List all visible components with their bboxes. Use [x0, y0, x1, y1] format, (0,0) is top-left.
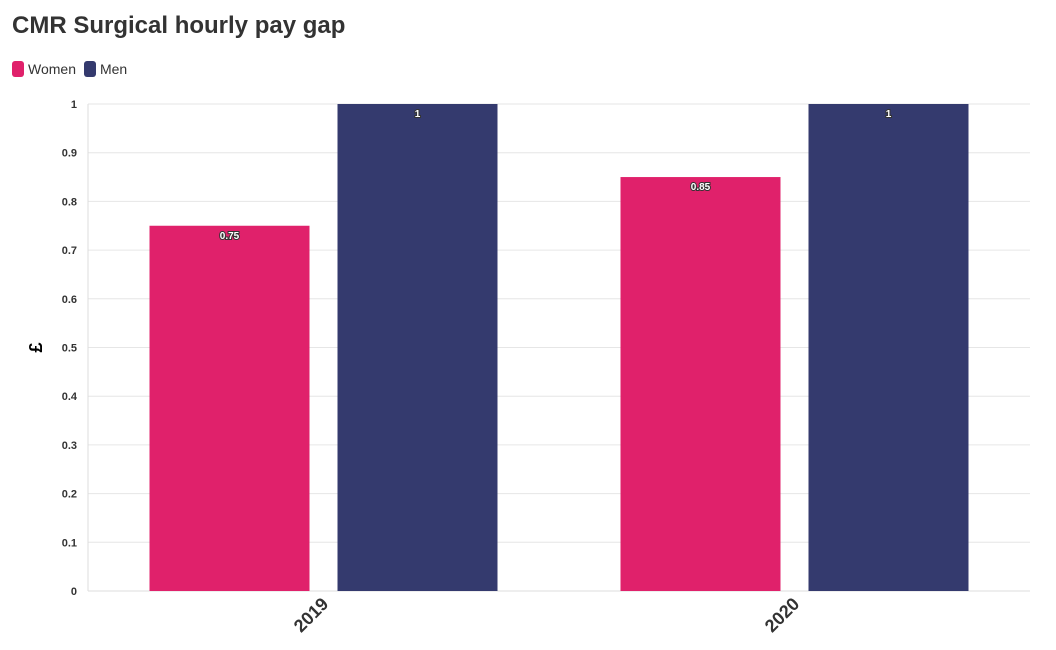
bar-women-2019 [149, 225, 310, 591]
x-tick-label: 2019 [290, 594, 332, 636]
y-tick-label: 0.7 [62, 245, 77, 257]
legend-item-women[interactable]: Women [12, 61, 76, 77]
legend: Women Men [12, 61, 135, 77]
legend-swatch-women [12, 61, 24, 77]
bar-men-2020 [808, 104, 969, 591]
chart-title: CMR Surgical hourly pay gap [12, 12, 346, 39]
x-tick-label: 2020 [761, 594, 803, 636]
y-tick-label: 0.4 [62, 391, 78, 403]
bar-men-2019 [337, 104, 498, 591]
bar-value-label: 0.85 [691, 182, 711, 193]
bar-value-label: 0.75 [220, 231, 240, 242]
y-tick-label: 0.5 [62, 343, 77, 355]
bar-value-label: 1 [415, 109, 421, 120]
y-tick-label: 0.3 [62, 440, 77, 452]
y-axis-title: £ [26, 342, 46, 352]
y-tick-label: 0.6 [62, 294, 77, 306]
bar-value-label: 1 [886, 109, 892, 120]
y-tick-label: 0.2 [62, 489, 77, 501]
y-tick-label: 1 [71, 99, 77, 111]
y-tick-label: 0.1 [62, 537, 77, 549]
legend-swatch-men [83, 61, 96, 77]
legend-label-men: Men [99, 61, 128, 77]
y-tick-label: 0.9 [62, 148, 77, 160]
legend-item-men[interactable]: Men [83, 61, 128, 77]
y-tick-label: 0 [71, 586, 77, 598]
bar-women-2020 [620, 177, 781, 592]
legend-label-women: Women [28, 61, 76, 77]
y-tick-label: 0.8 [62, 196, 77, 208]
